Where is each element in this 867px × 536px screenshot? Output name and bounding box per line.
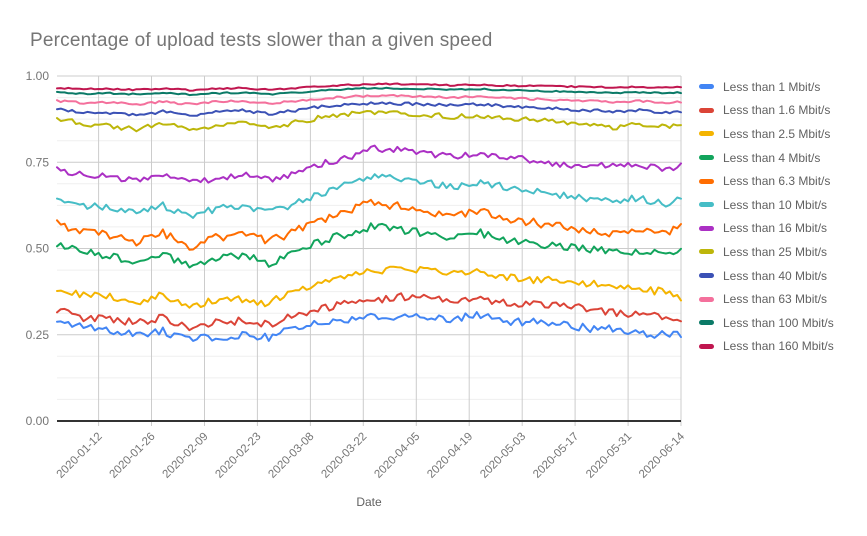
legend-label: Less than 63 Mbit/s <box>723 292 828 307</box>
legend-item-less-than-6-3-mbit-s: Less than 6.3 Mbit/s <box>699 169 834 193</box>
legend-swatch-icon <box>699 131 714 137</box>
series-line-less-than-1-6-mbit-s <box>56 292 682 332</box>
y-axis-tick-label: 1.00 <box>26 69 50 83</box>
y-axis-tick-label: 0.25 <box>26 328 50 342</box>
legend-swatch-icon <box>699 225 714 231</box>
legend-swatch-icon <box>699 84 714 90</box>
legend-swatch-icon <box>699 296 714 302</box>
legend-item-less-than-10-mbit-s: Less than 10 Mbit/s <box>699 193 834 217</box>
x-axis-tick-label: 2020-02-23 <box>213 431 263 481</box>
legend-item-less-than-4-mbit-s: Less than 4 Mbit/s <box>699 146 834 170</box>
legend-item-less-than-100-mbit-s: Less than 100 Mbit/s <box>699 311 834 335</box>
series-line-less-than-6-3-mbit-s <box>56 198 682 251</box>
legend-label: Less than 16 Mbit/s <box>723 221 828 236</box>
x-axis-tick-label: 2020-05-31 <box>584 431 634 481</box>
x-axis-tick-label: 2020-01-12 <box>55 431 105 481</box>
legend-label: Less than 4 Mbit/s <box>723 150 821 165</box>
x-axis-tick-label: 2020-02-09 <box>161 431 211 481</box>
legend-item-less-than-160-mbit-s: Less than 160 Mbit/s <box>699 335 834 359</box>
series-line-less-than-40-mbit-s <box>56 101 682 117</box>
series-line-less-than-4-mbit-s <box>56 222 682 269</box>
legend-label: Less than 1 Mbit/s <box>723 79 821 94</box>
y-axis-tick-label: 0.00 <box>26 414 50 428</box>
series-line-less-than-160-mbit-s <box>56 82 682 92</box>
legend-item-less-than-1-6-mbit-s: Less than 1.6 Mbit/s <box>699 99 834 123</box>
legend-item-less-than-16-mbit-s: Less than 16 Mbit/s <box>699 217 834 241</box>
x-axis-tick-label: 2020-03-22 <box>319 431 369 481</box>
legend-label: Less than 25 Mbit/s <box>723 244 828 259</box>
legend-label: Less than 100 Mbit/s <box>723 315 834 330</box>
legend-item-less-than-25-mbit-s: Less than 25 Mbit/s <box>699 240 834 264</box>
x-axis-tick-label: 2020-04-05 <box>372 431 422 481</box>
series-line-less-than-63-mbit-s <box>56 94 682 106</box>
x-axis-title: Date <box>356 495 382 509</box>
series-line-less-than-100-mbit-s <box>56 86 682 97</box>
legend-swatch-icon <box>699 107 714 113</box>
legend-item-less-than-2-5-mbit-s: Less than 2.5 Mbit/s <box>699 122 834 146</box>
legend: Less than 1 Mbit/s Less than 1.6 Mbit/s Le… <box>699 75 834 358</box>
series-line-less-than-25-mbit-s <box>56 110 682 133</box>
legend-swatch-icon <box>699 343 714 349</box>
legend-swatch-icon <box>699 320 714 326</box>
legend-label: Less than 40 Mbit/s <box>723 268 828 283</box>
legend-swatch-icon <box>699 249 714 255</box>
legend-swatch-icon <box>699 202 714 208</box>
legend-label: Less than 6.3 Mbit/s <box>723 174 831 189</box>
y-axis-tick-label: 0.75 <box>26 155 50 169</box>
legend-item-less-than-63-mbit-s: Less than 63 Mbit/s <box>699 287 834 311</box>
legend-label: Less than 1.6 Mbit/s <box>723 103 831 118</box>
legend-item-less-than-40-mbit-s: Less than 40 Mbit/s <box>699 264 834 288</box>
series-line-less-than-10-mbit-s <box>56 173 682 219</box>
legend-swatch-icon <box>699 155 714 161</box>
x-axis-tick-label: 2020-06-14 <box>637 430 688 481</box>
legend-label: Less than 10 Mbit/s <box>723 197 828 212</box>
chart-title: Percentage of upload tests slower than a… <box>30 30 493 51</box>
x-axis-tick-label: 2020-03-08 <box>266 431 316 481</box>
legend-label: Less than 2.5 Mbit/s <box>723 126 831 141</box>
x-axis-tick-label: 2020-05-03 <box>478 431 528 481</box>
legend-swatch-icon <box>699 273 714 279</box>
legend-item-less-than-1-mbit-s: Less than 1 Mbit/s <box>699 75 834 99</box>
legend-swatch-icon <box>699 178 714 184</box>
y-axis-tick-label: 0.50 <box>26 242 50 256</box>
legend-label: Less than 160 Mbit/s <box>723 339 834 354</box>
x-axis-tick-label: 2020-04-19 <box>425 431 475 481</box>
series-line-less-than-2-5-mbit-s <box>56 265 682 309</box>
x-axis-tick-label: 2020-01-26 <box>108 431 158 481</box>
series-line-less-than-16-mbit-s <box>56 144 682 184</box>
x-axis-tick-label: 2020-05-17 <box>531 431 581 481</box>
series-line-less-than-1-mbit-s <box>56 311 682 342</box>
